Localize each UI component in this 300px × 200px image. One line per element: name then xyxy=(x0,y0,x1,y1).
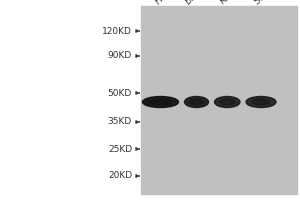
Ellipse shape xyxy=(189,99,204,105)
Ellipse shape xyxy=(184,97,208,108)
Text: 35KD: 35KD xyxy=(108,117,132,127)
Text: Brain: Brain xyxy=(183,0,208,6)
Text: 20KD: 20KD xyxy=(108,171,132,180)
Ellipse shape xyxy=(220,99,235,105)
Text: 90KD: 90KD xyxy=(108,51,132,60)
Text: 25KD: 25KD xyxy=(108,144,132,154)
Ellipse shape xyxy=(214,97,240,108)
Text: 50KD: 50KD xyxy=(108,88,132,98)
Text: 120KD: 120KD xyxy=(102,26,132,36)
Text: Hela: Hela xyxy=(153,0,176,6)
Text: Kidney: Kidney xyxy=(218,0,248,6)
Bar xyxy=(141,6,297,194)
Ellipse shape xyxy=(252,99,270,105)
Text: Stomach: Stomach xyxy=(252,0,290,6)
Ellipse shape xyxy=(246,97,276,108)
Ellipse shape xyxy=(150,99,171,105)
Ellipse shape xyxy=(142,97,178,108)
